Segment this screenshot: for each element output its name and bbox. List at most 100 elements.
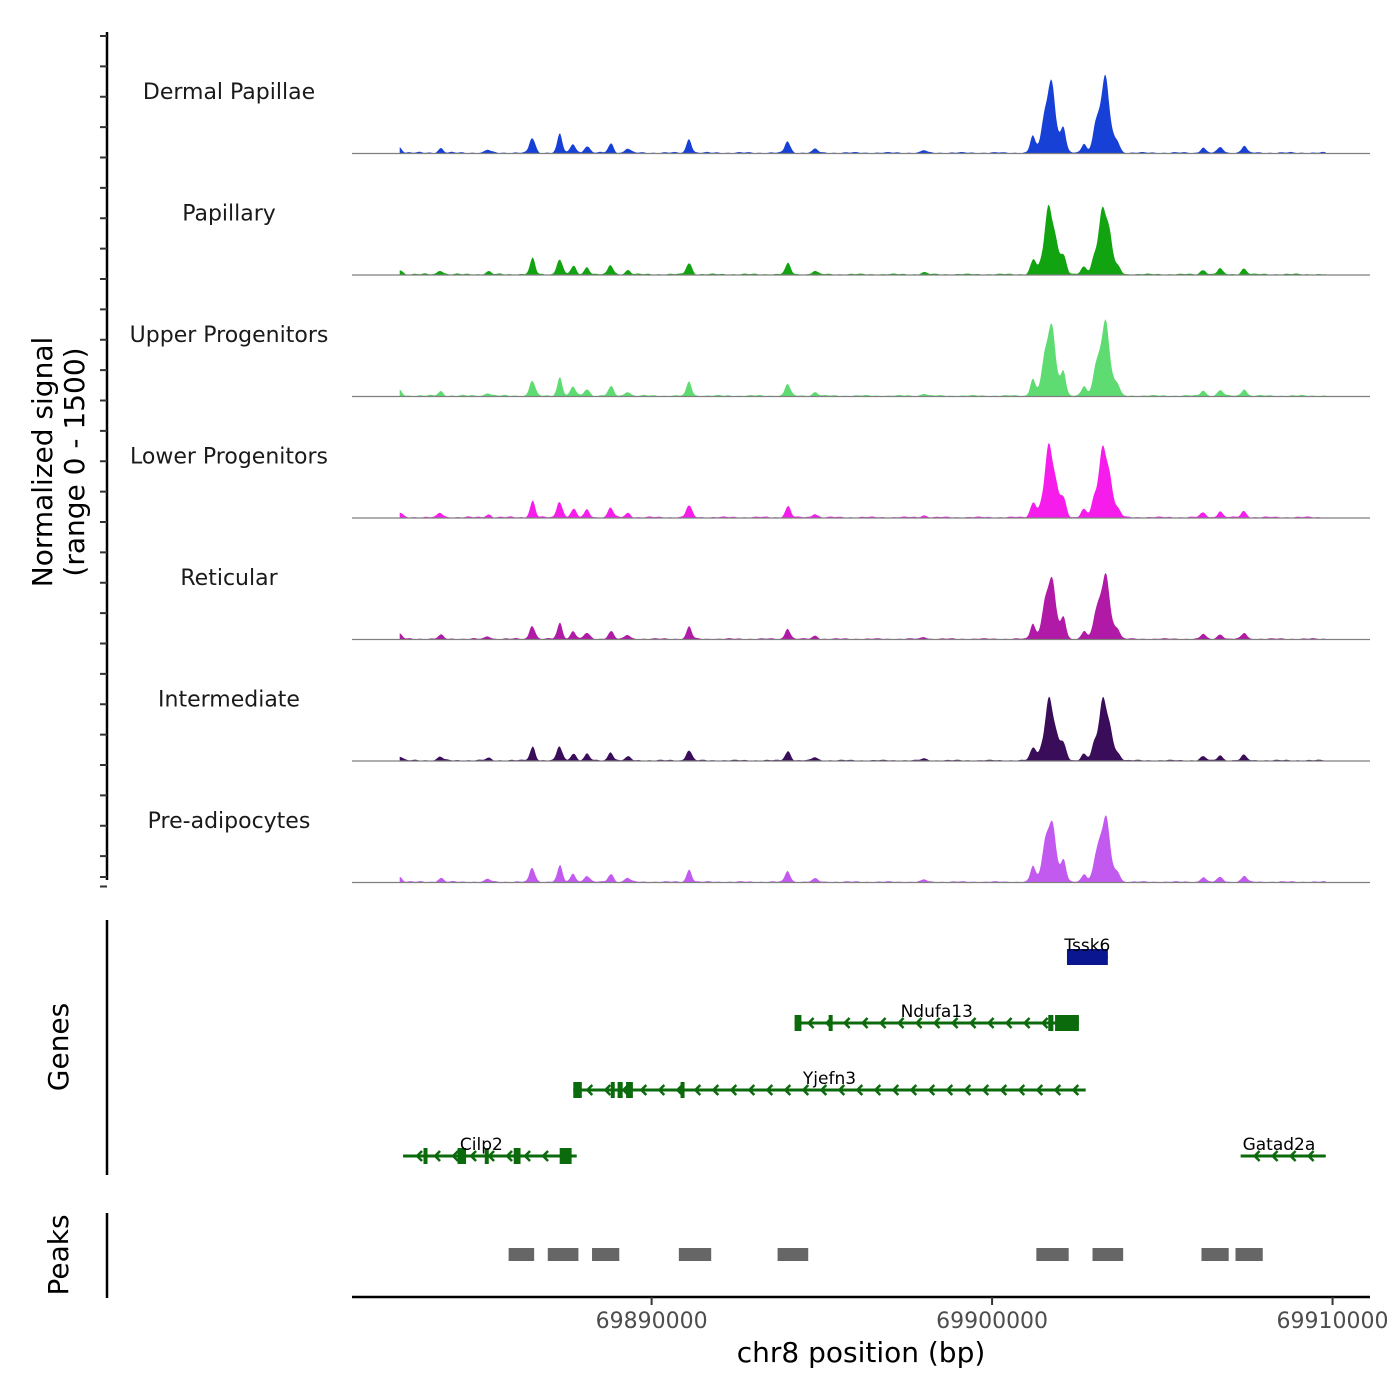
strand-arrow [1017, 1084, 1026, 1096]
strand-arrow [950, 1017, 959, 1029]
strand-arrow [603, 1084, 612, 1096]
peak-region [1092, 1248, 1124, 1261]
strand-arrow [896, 1017, 905, 1029]
genes-panel-label: Genes [42, 1003, 75, 1091]
strand-arrow [1053, 1084, 1062, 1096]
peak-region [1201, 1248, 1229, 1261]
strand-arrow [1270, 1150, 1279, 1162]
strand-arrow [1004, 1017, 1013, 1029]
gene-exon [1066, 949, 1108, 965]
x-axis-ticks: 69890000 69900000 69910000 [596, 1297, 1389, 1334]
strand-arrow [451, 1150, 459, 1162]
coverage-area-dermal-papillae [399, 74, 1326, 154]
strand-arrow [1288, 1150, 1297, 1162]
strand-arrow [981, 1084, 990, 1096]
gene-yjefn3: Yjefn3 [573, 1069, 1086, 1098]
track-labels: Dermal Papillae Papillary Upper Progenitor… [130, 80, 329, 834]
peaks-panel-label: Peaks [42, 1214, 75, 1295]
gene-exon [559, 1148, 572, 1164]
genes-panel: Tssk6 Ndufa13 Yjefn3 Cilp2 Gatad2a [403, 936, 1326, 1164]
strand-arrow [487, 1150, 495, 1162]
strand-arrow [765, 1084, 774, 1096]
gene-tssk6: Tssk6 [1063, 936, 1110, 965]
gene-label: Cilp2 [460, 1135, 503, 1155]
gene-cilp2: Cilp2 [403, 1135, 577, 1164]
gene-label: Yjefn3 [802, 1069, 856, 1089]
strand-arrow [523, 1150, 531, 1162]
strand-arrow [860, 1017, 869, 1029]
track-label: Reticular [180, 566, 278, 591]
coverage-area-lower-progenitors [399, 442, 1326, 518]
track-label: Papillary [182, 202, 276, 227]
x-axis-title: chr8 position (bp) [737, 1336, 986, 1369]
gene-exon [610, 1082, 615, 1098]
gene-exon [680, 1082, 685, 1098]
strand-arrow [819, 1084, 828, 1096]
strand-arrow [1071, 1084, 1080, 1096]
strand-arrow [747, 1084, 756, 1096]
strand-arrow [891, 1084, 900, 1096]
strand-arrow [1252, 1150, 1261, 1162]
coverage-area-upper-progenitors [399, 319, 1326, 397]
x-tick-label: 69910000 [1277, 1309, 1389, 1334]
strand-arrow [927, 1084, 936, 1096]
gene-exon [513, 1148, 521, 1164]
strand-arrow [932, 1017, 941, 1029]
coverage-tracks [352, 74, 1370, 884]
peak-region [678, 1248, 712, 1261]
strand-arrow [986, 1017, 995, 1029]
strand-arrow [806, 1017, 815, 1029]
peak-region [547, 1248, 579, 1261]
gene-exon [1048, 1015, 1054, 1031]
strand-arrow [999, 1084, 1008, 1096]
gene-exon [484, 1148, 489, 1164]
gene-ndufa13: Ndufa13 [794, 1002, 1079, 1031]
gene-exon [828, 1015, 833, 1031]
peak-region [1235, 1248, 1263, 1261]
strand-arrow [909, 1084, 918, 1096]
strand-arrow [842, 1017, 851, 1029]
strand-arrow [945, 1084, 954, 1096]
gene-label: Ndufa13 [901, 1002, 973, 1022]
peak-region [1036, 1248, 1069, 1261]
gene-exon [1055, 1015, 1079, 1031]
strand-arrow [505, 1150, 513, 1162]
strand-arrow [783, 1084, 792, 1096]
strand-arrow [1035, 1084, 1044, 1096]
coverage-area-papillary [399, 204, 1326, 275]
gene-exon [617, 1082, 623, 1098]
strand-arrow [585, 1084, 594, 1096]
peaks-panel [508, 1248, 1263, 1261]
track-label: Lower Progenitors [130, 445, 328, 470]
strand-arrow [837, 1084, 846, 1096]
track-label: Dermal Papillae [143, 80, 315, 105]
strand-arrow [657, 1084, 666, 1096]
strand-arrow [469, 1150, 477, 1162]
peak-region [508, 1248, 535, 1261]
strand-arrow [878, 1017, 887, 1029]
strand-arrow [415, 1150, 423, 1162]
gene-gatad2a: Gatad2a [1240, 1135, 1326, 1162]
peak-region [777, 1248, 809, 1261]
strand-arrow [1022, 1017, 1031, 1029]
signal-y-axis-ticks [100, 35, 107, 888]
gene-exon [626, 1082, 633, 1098]
gene-exon [573, 1082, 582, 1098]
gene-exon [794, 1015, 802, 1031]
y-axis-title-line1: Normalized signal [26, 337, 59, 588]
coverage-area-reticular [399, 572, 1326, 640]
y-axis-title-line2: (range 0 - 1500) [58, 347, 91, 576]
strand-arrow [433, 1150, 441, 1162]
strand-arrow [541, 1150, 549, 1162]
strand-arrow [968, 1017, 977, 1029]
gene-label: Gatad2a [1243, 1135, 1316, 1155]
track-label: Intermediate [158, 688, 300, 713]
peak-region [592, 1248, 620, 1261]
x-tick-label: 69900000 [936, 1309, 1048, 1334]
track-label: Pre-adipocytes [148, 809, 311, 834]
strand-arrow [873, 1084, 882, 1096]
gene-exon [457, 1148, 467, 1164]
coverage-area-intermediate [399, 696, 1326, 761]
strand-arrow [711, 1084, 720, 1096]
